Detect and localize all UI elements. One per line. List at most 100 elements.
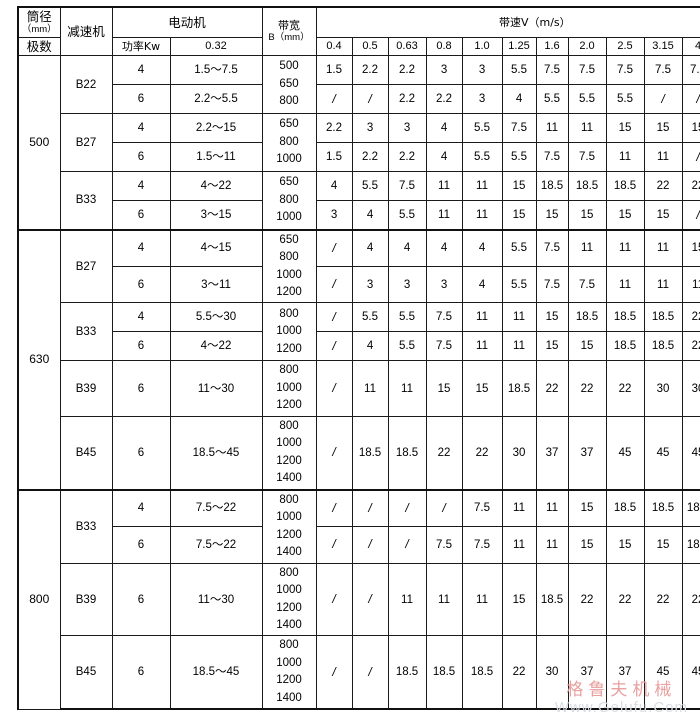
power-value-cell: 3 [461, 84, 503, 115]
power-value-cell: 30 [681, 360, 700, 417]
motor-power-range-cell: 3～11 [169, 265, 263, 304]
header-drum-diameter: 筒径 （mm） [17, 5, 61, 38]
power-value-cell: 11 [501, 302, 537, 333]
motor-power-range-cell: 11～30 [169, 360, 263, 417]
poles-cell: 6 [111, 360, 171, 417]
table-row: 800 B33 4 7.5～22 800 1000 1200 1400// //7.5 11 11 1… [17, 488, 700, 710]
belt-width-value: 800 [279, 193, 299, 206]
header-drum-diameter-unit: （mm） [21, 24, 57, 36]
header-speed-1: 0.5 [351, 36, 389, 57]
power-value-cell: 15 [461, 360, 503, 417]
power-value-cell: 7.5 [605, 55, 645, 86]
power-value-cell: 7.5 [567, 265, 607, 304]
header-speed-8: 2.5 [605, 36, 645, 57]
power-value-cell: 22 [567, 562, 607, 637]
belt-width-value: 800 [279, 251, 299, 264]
power-value-cell: 18.5 [643, 331, 683, 362]
header-drum-diameter-label: 筒径 [26, 9, 52, 24]
power-value-cell: 5.5 [501, 142, 537, 173]
belt-width-value: 1400 [276, 619, 302, 632]
power-value-cell-empty: / [351, 635, 389, 711]
belt-width-value: 650 [279, 233, 299, 246]
power-value-cell: 18.5 [643, 302, 683, 333]
power-value-cell: 5.5 [387, 302, 427, 333]
header-belt-width-unit: B（mm） [268, 32, 310, 44]
poles-cell: 4 [111, 488, 171, 527]
power-value-cell: 22 [535, 360, 569, 417]
motor-power-range-cell: 2.2～15 [169, 113, 263, 144]
table-body: 500 B22 4 1.5～7.5 500 650 800 1.5 2.2 2.2 3 3 5.5 7.5… [17, 55, 700, 711]
power-value-cell: 2.2 [387, 84, 427, 115]
power-value-cell: 15 [501, 200, 537, 231]
power-value-cell: 11 [425, 562, 463, 637]
belt-width-cell: 800 1000 1200 1400 [261, 488, 317, 564]
header-speed-10: 4 [681, 36, 700, 57]
poles-cell: 6 [111, 415, 171, 491]
header-row-sub: 极数 功率Kw 0.32 0.4 0.5 0.63 0.8 1.0 1.25 1… [17, 36, 700, 57]
motor-power-range-cell: 1.5～7.5 [169, 55, 263, 86]
power-value-cell: 22 [681, 562, 700, 637]
power-value-cell: 22 [567, 360, 607, 417]
power-value-cell: 15 [643, 113, 683, 144]
poles-cell: 6 [111, 635, 171, 711]
power-value-cell: 2.2 [315, 113, 353, 144]
power-value-cell: 7.5 [535, 265, 569, 304]
table-row: B39 6 11～30 800 1000 1200/11 11 15 15 18.5 22 22 22 3… [18, 360, 700, 417]
table-row: B39 6 11～30 800 1000 1200 1400//11 11 11 15 18.5 22… [18, 562, 700, 637]
power-value-cell: 5.5 [461, 113, 503, 144]
power-value-cell-empty: / [315, 228, 353, 267]
power-value-cell: 11 [461, 200, 503, 231]
header-belt-width: 带宽 B（mm） [261, 6, 317, 57]
belt-width-value: 1400 [276, 546, 302, 559]
power-value-cell: 18.5 [605, 331, 645, 362]
power-value-cell: 18.5 [605, 488, 645, 527]
power-value-cell-empty: / [315, 265, 353, 304]
power-value-cell: 15 [643, 200, 683, 231]
power-value-cell: 5.5 [567, 84, 607, 115]
poles-cell: 6 [111, 84, 171, 115]
power-value-cell: 45 [643, 415, 683, 491]
power-value-cell: 4 [387, 228, 427, 267]
power-value-cell: 2.2 [351, 142, 389, 173]
belt-width-cell: 500 650 800 [261, 55, 317, 115]
power-value-cell: 2.2 [387, 142, 427, 173]
power-value-cell: 5.5 [387, 331, 427, 362]
power-value-cell: 7.5 [535, 55, 569, 86]
drum-diameter-cell: 630 [17, 228, 61, 491]
table-row: B27 4 2.2～15 650 800 1000 2.2 3 3 4 5.5 7.5 11 11 15 15… [18, 113, 700, 173]
belt-width-value: 650 [279, 176, 299, 189]
power-value-cell: 11 [567, 113, 607, 144]
power-value-cell: 11 [535, 488, 569, 527]
power-value-cell: 37 [605, 635, 645, 711]
drum-diameter-cell: 500 [17, 55, 61, 231]
power-value-cell-empty: / [425, 488, 463, 527]
belt-width-value: 1400 [276, 691, 302, 704]
header-speed-7: 2.0 [567, 36, 607, 57]
poles-cell: 4 [111, 302, 171, 333]
belt-width-value: 800 [279, 566, 299, 579]
power-value-cell: 18.5 [535, 562, 569, 637]
power-value-cell: 45 [643, 635, 683, 711]
belt-width-cell: 650 800 1000 [261, 113, 317, 173]
table-row: B33 4 4～22 650 800 1000 4 5.5 7.5 11 11 15 18.5 18.5 1… [18, 171, 700, 231]
belt-width-value: 1400 [276, 472, 302, 485]
belt-width-value: 1200 [276, 342, 302, 355]
power-value-cell: 1.5 [315, 55, 353, 86]
conveyor-drive-spec-table: 筒径 （mm） 减速机 电动机 带宽 B（mm） 带速V（m/s） 极数 功率K… [17, 5, 700, 711]
motor-power-range-cell: 5.5～30 [169, 302, 263, 333]
reducer-model-cell: B27 [59, 113, 113, 173]
motor-power-range-cell: 18.5～45 [169, 635, 263, 711]
power-value-cell: 7.5 [681, 55, 700, 86]
power-value-cell: 45 [681, 635, 700, 711]
header-speed-9: 3.15 [643, 36, 683, 57]
power-value-cell: 4 [425, 113, 463, 144]
power-value-cell: 18.5 [567, 302, 607, 333]
power-value-cell: 1.5 [315, 142, 353, 173]
power-value-cell: 5.5 [501, 55, 537, 86]
power-value-cell: 11 [535, 113, 569, 144]
belt-width-cell: 800 1000 1200 1400 [261, 562, 317, 637]
